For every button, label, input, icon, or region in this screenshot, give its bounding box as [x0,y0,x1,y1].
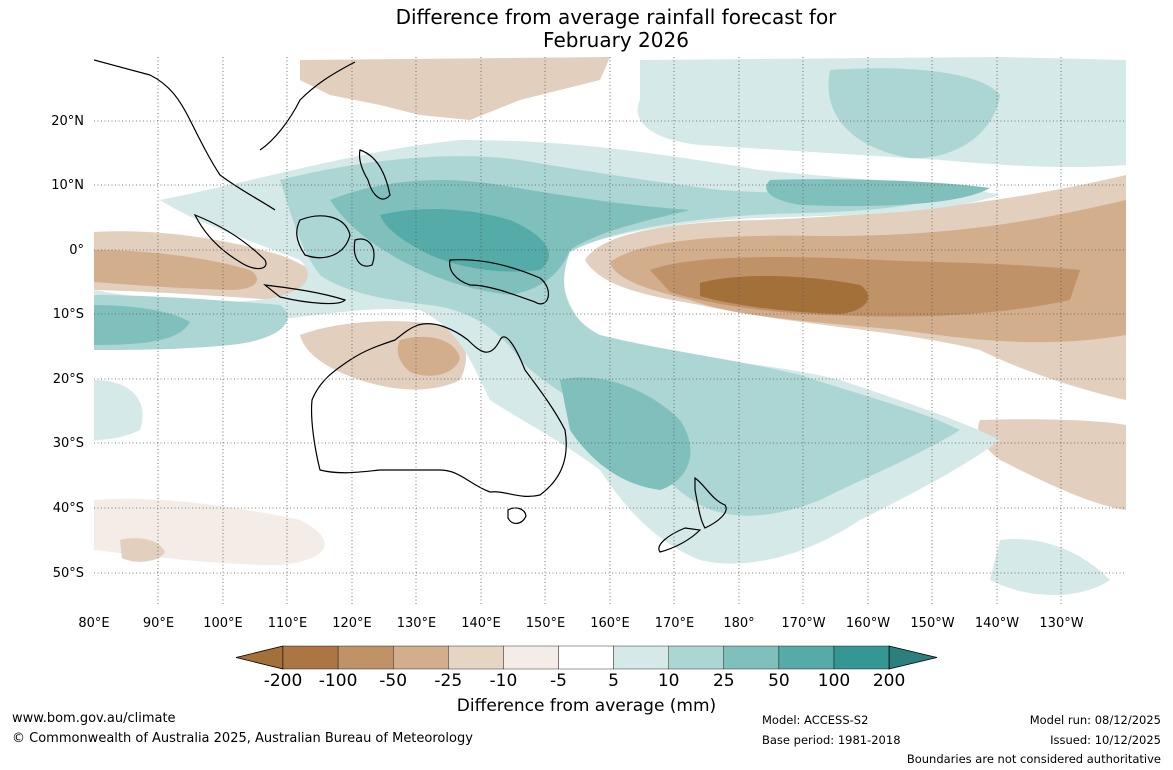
lon-label: 160°E [590,616,630,631]
lon-label: 90°E [143,616,174,631]
wet-anomaly-maritime-core [380,208,549,272]
latitude-labels: 20°N 10°N 0° 10°S 20°S 30°S 40°S 50°S [51,114,84,581]
dry-anomaly-northern-australia-core [397,336,460,376]
colorbar-tick-label: -50 [379,671,408,691]
colorbar-segment [833,645,890,670]
lat-label: 10°N [51,178,84,193]
rainfall-anomaly-field [94,57,1126,605]
colorbar-tick-label: 25 [712,671,735,691]
footer-disclaimer: Boundaries are not considered authoritat… [906,752,1161,766]
footer-url[interactable]: www.bom.gov.au/climate [12,711,176,726]
chart-title-line1: Difference from average rainfall forecas… [395,5,837,29]
lat-label: 30°S [53,436,84,451]
coastlines [94,59,727,553]
footer-issued: Issued: 10/12/2025 [1050,733,1161,747]
colorbar-title: Difference from average (mm) [456,696,717,716]
lat-label: 20°N [51,114,84,129]
colorbar-tick-label: 5 [608,671,620,691]
longitude-labels: 80°E 90°E 100°E 110°E 120°E 130°E 140°E 150°E 16… [78,616,1083,631]
footer-model-run: Model run: 08/12/2025 [1029,713,1161,727]
lat-label: 50°S [53,566,84,581]
colorbar-tick-label: 10 [657,671,680,691]
colorbar-tick-label: -10 [489,671,518,691]
colorbar [235,645,938,670]
sumatra-outline [193,213,267,270]
asia-coast [94,59,356,211]
wet-anomaly-tasman [560,377,691,490]
wet-anomaly-indian-core [94,305,190,345]
wet-anomaly-north-pacific-mid [828,68,1000,159]
new-zealand-south [658,527,702,553]
lon-label: 140°E [461,616,501,631]
lon-label: 140°W [975,616,1019,631]
colorbar-segment [668,645,725,670]
lat-label: 40°S [53,501,84,516]
wet-anomaly-west-indian [94,380,143,440]
borneo-outline [296,215,351,259]
colorbar-tick-label: 50 [768,671,790,691]
colorbar-segment [337,645,394,670]
colorbar-tick-label: -5 [550,671,567,691]
australia-outline [310,323,567,497]
colorbar-segment [393,645,449,670]
lat-label: 0° [69,243,84,258]
lon-label: 180° [723,616,754,631]
lon-label: 150°E [526,616,566,631]
colorbar-extend-low [235,645,284,670]
lon-label: 160°W [846,616,890,631]
colorbar-extend-high [888,645,938,670]
colorbar-tick-label: 200 [872,671,906,691]
lon-label: 120°E [332,616,372,631]
lat-label: 10°S [53,307,84,322]
new-guinea-outline [449,259,550,305]
new-zealand-north [694,476,727,529]
colorbar-tick-label: -200 [263,671,303,691]
lon-label: 130°E [397,616,437,631]
footer-copyright: © Commonwealth of Australia 2025, Austra… [12,731,473,746]
footer-base-period: Base period: 1981-2018 [762,733,901,747]
colorbar-segment [613,645,669,670]
sulawesi-outline [353,238,375,267]
dry-anomaly-south-indian [120,538,165,562]
tasmania-outline [507,507,527,524]
dry-anomaly-indian-ocean-mid [94,250,258,290]
philippines-outline [358,149,391,200]
dry-anomaly-central-pacific-core [700,276,869,314]
colorbar-segment [723,645,780,670]
colorbar-tick-label: -25 [434,671,463,691]
colorbar-segment [282,645,339,670]
lon-label: 110°E [268,616,308,631]
colorbar-tick-label: -100 [318,671,358,691]
wet-anomaly-east-pacific-north [766,179,990,207]
dry-anomaly-east-pacific-south [978,419,1126,510]
dry-anomaly-north-pacific [300,57,610,120]
colorbar-segment [778,645,835,670]
lon-label: 170°E [655,616,695,631]
colorbar-segment [558,645,614,670]
lon-label: 150°W [910,616,954,631]
colorbar-segment [503,645,559,670]
colorbar-segment [448,645,504,670]
lon-label: 100°E [203,616,243,631]
wet-anomaly-southern-pacific [990,539,1110,595]
footer-model: Model: ACCESS-S2 [762,713,869,727]
graticule [94,57,1126,605]
colorbar-tick-label: 100 [817,671,851,691]
java-outline [262,284,347,305]
lon-label: 170°W [781,616,825,631]
chart-title-line2: February 2026 [543,28,689,52]
lon-label: 130°W [1039,616,1083,631]
lat-label: 20°S [53,372,84,387]
lon-label: 80°E [78,616,109,631]
